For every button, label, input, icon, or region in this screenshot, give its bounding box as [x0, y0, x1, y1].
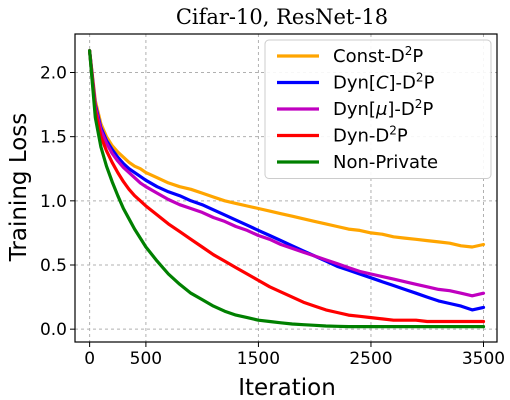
y-tick-label: 2.0	[40, 64, 67, 84]
y-tick-label: 0.5	[40, 256, 67, 276]
y-tick-label: 1.0	[40, 192, 67, 212]
x-axis-label: Iteration	[238, 375, 336, 400]
series-lines	[88, 49, 486, 329]
series-line-0	[88, 49, 486, 249]
axis-ticks: 0 500 1500 2500 3500 0.0 0.5 1.0 1.5 2.0	[40, 64, 505, 370]
series-line-1	[88, 49, 486, 312]
x-tick-label: 0	[84, 349, 95, 369]
x-tick-label: 500	[130, 349, 162, 369]
plot-frame	[74, 33, 498, 343]
y-tick-label: 1.5	[40, 128, 67, 148]
series-line-4	[88, 49, 486, 329]
legend: Const-D2P Dyn[C]-D2P Dyn[μ]-D2P Dyn-D2P Non-…	[264, 39, 492, 179]
legend-entry: Dyn[C]-D2P	[333, 71, 435, 94]
legend-box	[264, 39, 492, 179]
y-tick-label: 0.0	[40, 320, 67, 340]
x-tick-label: 2500	[349, 349, 392, 369]
chart-title: Cifar-10, ResNet-18	[176, 5, 388, 29]
legend-entry: Dyn[μ]-D2P	[333, 97, 433, 120]
series-line-2	[88, 49, 486, 298]
y-axis-label: Training Loss	[6, 113, 32, 263]
legend-entry: Dyn-D2P	[333, 124, 408, 147]
legend-entry: Non-Private	[333, 152, 438, 173]
legend-entry: Const-D2P	[333, 44, 423, 67]
series-line-3	[88, 49, 486, 324]
x-tick-label: 3500	[462, 349, 505, 369]
x-tick-label: 1500	[237, 349, 280, 369]
